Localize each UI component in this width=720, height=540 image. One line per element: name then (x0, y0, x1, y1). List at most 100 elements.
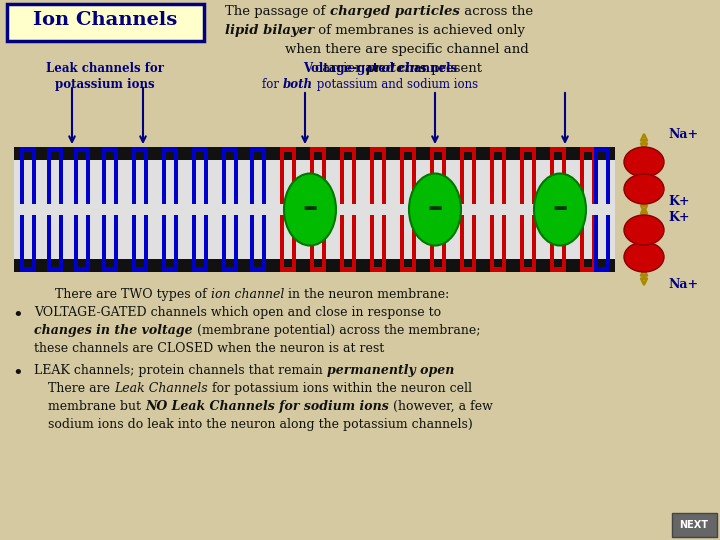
Bar (370, 267, 386, 272)
Text: There are TWO types of: There are TWO types of (55, 288, 211, 301)
Bar (460, 152, 464, 204)
Bar (204, 152, 208, 204)
Text: NEXT: NEXT (680, 520, 708, 530)
Text: –: – (428, 193, 443, 222)
Text: VOLTAGE-GATED channels which open and close in response to: VOLTAGE-GATED channels which open and cl… (34, 306, 441, 319)
Bar (322, 152, 326, 204)
Bar (400, 215, 404, 267)
Bar (280, 267, 296, 272)
Text: NO Leak Channels for sodium ions: NO Leak Channels for sodium ions (145, 400, 389, 413)
Text: There are: There are (48, 382, 114, 395)
Bar (340, 215, 344, 267)
Bar (102, 267, 118, 272)
Text: (however, a few: (however, a few (389, 400, 492, 413)
Bar (442, 215, 446, 267)
Bar (370, 152, 374, 204)
Bar (562, 152, 566, 204)
Ellipse shape (624, 147, 664, 177)
Bar (550, 215, 554, 267)
Text: Leak channels for
potassium ions: Leak channels for potassium ions (46, 62, 164, 91)
Bar (162, 147, 178, 152)
Text: Na+: Na+ (668, 278, 698, 291)
Bar (532, 152, 536, 204)
Text: ion channel: ion channel (211, 288, 284, 301)
Bar (490, 152, 494, 204)
Text: Ion Channels: Ion Channels (33, 11, 177, 29)
Bar (280, 152, 284, 204)
Bar (162, 215, 166, 267)
Bar (174, 152, 178, 204)
Bar (59, 215, 63, 267)
Text: Na+: Na+ (668, 129, 698, 141)
Bar (32, 215, 36, 267)
FancyBboxPatch shape (7, 4, 204, 41)
Ellipse shape (624, 242, 664, 272)
Text: across the: across the (459, 5, 533, 18)
Bar (47, 215, 51, 267)
Bar (592, 152, 596, 204)
Bar (250, 152, 254, 204)
Bar (580, 152, 584, 204)
Text: Voltage-gated channels: Voltage-gated channels (303, 62, 457, 75)
Text: sodium ions do leak into the neuron along the potassium channels): sodium ions do leak into the neuron alon… (48, 418, 473, 431)
Text: carrier: carrier (315, 62, 366, 75)
Bar (580, 215, 584, 267)
Bar (74, 267, 90, 272)
Bar (502, 215, 506, 267)
Text: proteins: proteins (366, 62, 428, 75)
Bar (430, 215, 434, 267)
Text: lipid bilayer: lipid bilayer (225, 24, 314, 37)
Bar (74, 147, 90, 152)
Bar (14, 160, 615, 259)
Bar (340, 267, 356, 272)
Bar (520, 267, 536, 272)
Bar (430, 267, 446, 272)
Bar (352, 215, 356, 267)
Bar (114, 215, 118, 267)
Bar (222, 215, 226, 267)
Bar (592, 215, 596, 267)
Bar (412, 152, 416, 204)
Bar (370, 147, 386, 152)
Bar (47, 267, 63, 272)
Bar (550, 152, 554, 204)
Ellipse shape (284, 173, 336, 246)
Bar (430, 152, 434, 204)
Text: in the neuron membrane:: in the neuron membrane: (284, 288, 449, 301)
Bar (47, 147, 63, 152)
Bar (20, 267, 36, 272)
Bar (162, 152, 166, 204)
Bar (102, 147, 118, 152)
Bar (59, 152, 63, 204)
Bar (14, 259, 615, 272)
Bar (280, 215, 284, 267)
Bar (594, 267, 610, 272)
Bar (502, 152, 506, 204)
Bar (222, 267, 238, 272)
Bar (86, 152, 90, 204)
Bar (322, 215, 326, 267)
Bar (412, 215, 416, 267)
Bar (250, 267, 266, 272)
Bar (460, 147, 476, 152)
Bar (292, 215, 296, 267)
Bar (280, 147, 296, 152)
Bar (400, 267, 416, 272)
Bar (102, 215, 106, 267)
Text: both: both (283, 78, 312, 91)
Bar (400, 152, 404, 204)
Bar (144, 152, 148, 204)
Bar (580, 147, 596, 152)
Bar (490, 267, 506, 272)
Ellipse shape (624, 174, 664, 204)
Ellipse shape (624, 215, 664, 245)
Bar (550, 147, 566, 152)
Bar (132, 147, 148, 152)
Bar (382, 152, 386, 204)
Text: membrane but: membrane but (48, 400, 145, 413)
Bar (490, 215, 494, 267)
Text: The passage of: The passage of (225, 5, 330, 18)
Ellipse shape (409, 173, 461, 246)
Bar (132, 215, 136, 267)
Bar (520, 215, 524, 267)
